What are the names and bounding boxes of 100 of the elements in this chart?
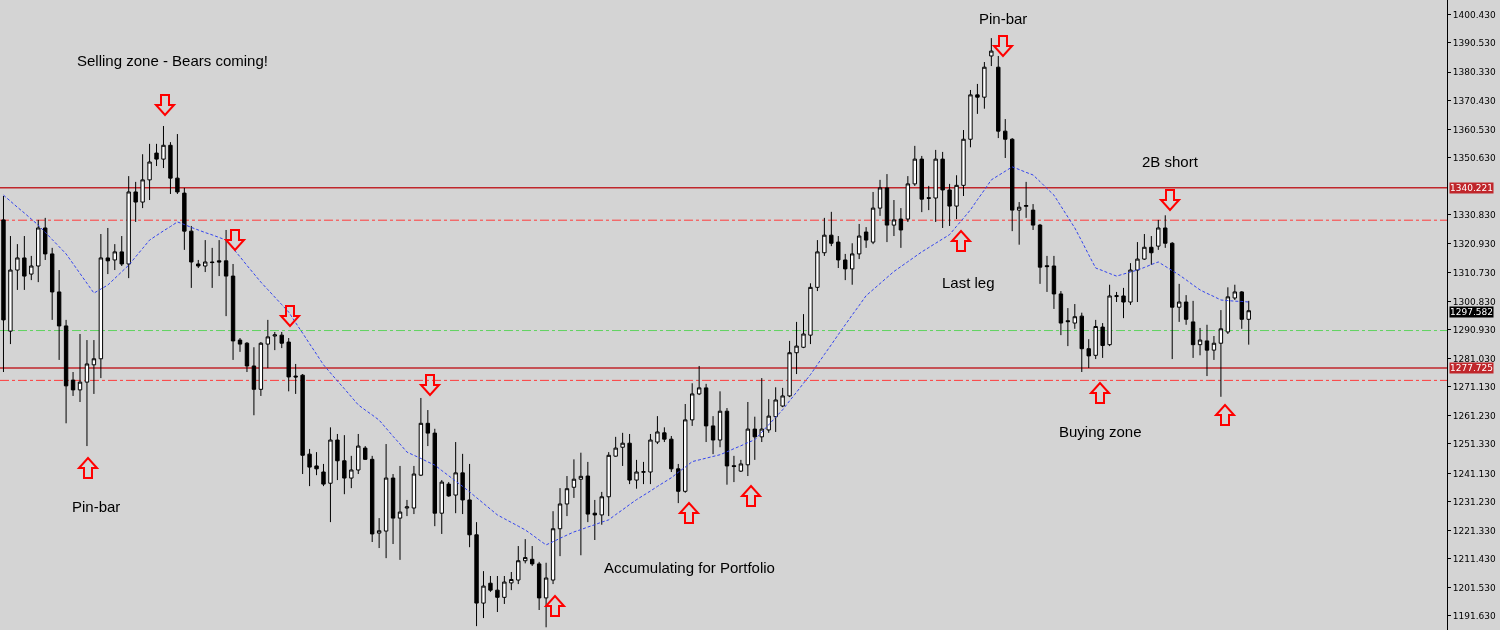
candlestick [599,491,604,526]
candlestick [620,432,625,467]
candlestick [1197,327,1203,356]
candlestick [940,151,945,229]
candlestick [383,443,389,559]
annotation: Buying zone [1059,423,1142,440]
candlestick [502,575,507,605]
candlestick [196,259,201,269]
candlestick [1176,283,1182,323]
candlestick [641,461,646,485]
candlestick [724,407,730,486]
candlestick [877,179,883,217]
candlestick [968,89,973,148]
candlestick [265,319,271,369]
ref-line-label: 1340.221 [1450,183,1493,193]
candlestick [1107,284,1112,347]
candlestick [509,571,514,591]
candlestick [683,403,688,494]
candlestick [29,255,34,281]
candlestick [766,398,771,434]
candlestick [676,463,681,504]
candlestick [244,341,250,373]
candlestick [460,453,465,515]
candlestick [1183,294,1189,326]
candlestick [342,434,347,495]
annotation: Accumulating for Portfolio [604,559,775,576]
candlestick [279,331,284,349]
candlestick [1037,223,1043,285]
candlestick [1010,137,1015,232]
candlestick [571,458,577,499]
candlestick [168,141,173,195]
candlestick [787,340,792,398]
candlestick [884,173,890,243]
candlestick [216,239,222,277]
candlestick [550,510,556,585]
y-tick-label: 1271.130 [1452,382,1497,393]
candlestick [411,465,417,515]
candlestick [1204,324,1210,377]
candlestick [161,125,166,169]
candlestick [794,321,799,375]
candlestick [954,174,959,220]
candlestick [1072,303,1078,330]
candlestick [223,229,229,317]
candlestick [98,233,104,379]
y-tick-label: 1360.530 [1452,124,1497,135]
candlestick [1128,262,1133,306]
candlestick [1030,203,1036,231]
candlestick [564,475,570,517]
candlestick [1218,309,1224,398]
candlestick [1086,338,1091,369]
candlestick [975,83,980,115]
candlestick [655,415,660,445]
candlestick [56,269,62,361]
candlestick [175,133,180,195]
candlestick [689,382,695,427]
candlestick [105,227,111,275]
annotation: Selling zone - Bears coming! [77,52,268,69]
candlestick [523,538,528,564]
candlestick [209,247,215,289]
candlestick [126,175,131,279]
candlestick [418,397,424,477]
candlestick [272,331,277,351]
y-tick-label: 1400.430 [1452,9,1497,20]
y-tick-label: 1201.530 [1452,582,1497,593]
candlestick [49,247,55,321]
candlestick [613,436,618,458]
candlestick [203,239,208,273]
candlestick [1121,287,1126,319]
candlestick [808,282,813,345]
candlestick [606,451,611,517]
candlestick [251,346,257,416]
candlestick [300,373,305,475]
candlestick [1016,201,1022,246]
candlestick [592,499,597,541]
candlestick [717,390,723,448]
candlestick [91,339,97,395]
candlestick [1114,291,1119,303]
candlestick [481,570,486,619]
candlestick [912,145,918,187]
candlestick [258,341,264,397]
y-tick-label: 1281.030 [1452,353,1497,364]
candlestick [627,433,632,485]
candlestick [1142,233,1147,261]
candlestick [1149,235,1154,266]
candlestick [585,461,591,523]
y-tick-label: 1261.230 [1452,410,1497,421]
candlestick [439,479,444,535]
candlestick [8,235,13,345]
candlestick [467,463,472,548]
candlestick [286,337,291,392]
candlestick [1003,118,1008,159]
candlestick [84,339,90,447]
y-tick-label: 1390.530 [1452,38,1497,49]
candlestick [1065,307,1071,347]
candlestick [1170,241,1175,360]
ref-line-label: 1277.725 [1450,363,1493,373]
candlestick [293,363,298,395]
candlestick [446,481,451,498]
candlestick [237,337,243,353]
candlestick [759,377,764,443]
